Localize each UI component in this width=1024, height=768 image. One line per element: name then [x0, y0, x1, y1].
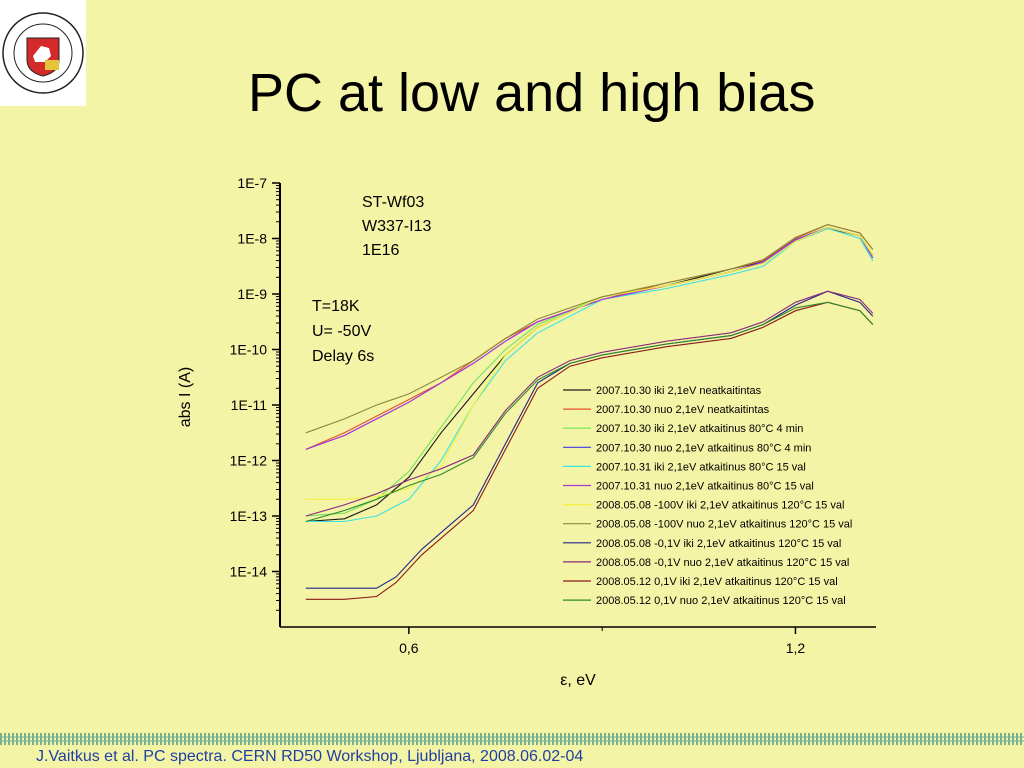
- series-line-7: [305, 226, 874, 500]
- footer-citation: J.Vaitkus et al. PC spectra. CERN RD50 W…: [36, 748, 584, 765]
- legend-label: 2007.10.30 nuo 2,1eV neatkaitintas: [596, 404, 770, 416]
- series-line-1: [305, 227, 874, 523]
- legend-label: 2007.10.30 nuo 2,1eV atkaitinus 80°C 4 m…: [596, 442, 811, 454]
- university-seal-icon: [2, 12, 84, 94]
- legend-label: 2008.05.08 -100V iki 2,1eV atkaitinus 12…: [596, 500, 844, 512]
- series-line-9: [305, 290, 874, 589]
- annotation-sample: ST-Wf03: [362, 194, 424, 211]
- legend-label: 2008.05.08 -100V nuo 2,1eV atkaitinus 12…: [596, 519, 852, 531]
- y-tick-label: 1E-8: [237, 231, 267, 247]
- series-line-4: [305, 226, 874, 450]
- legend: 2007.10.30 iki 2,1eV neatkaitintas 2007.1…: [563, 385, 852, 607]
- x-tick-label: 1,2: [786, 640, 806, 656]
- series-line-12: [305, 301, 874, 523]
- legend-label: 2008.05.08 -0,1V nuo 2,1eV atkaitinus 12…: [596, 557, 849, 569]
- legend-label: 2007.10.31 iki 2,1eV atkaitinus 80°C 15 …: [596, 461, 806, 473]
- labels-layer: 1E-7 1E-8 1E-9 1E-10 1E-11 1E-12 1E-13 1E-14 0,6…: [177, 175, 805, 689]
- series-line-10: [305, 290, 874, 517]
- y-tick-label: 1E-9: [237, 286, 267, 302]
- y-tick-label: 1E-11: [231, 397, 268, 413]
- annotation-conditions: T=18K: [312, 298, 360, 315]
- legend-label: 2008.05.08 -0,1V iki 2,1eV atkaitinus 12…: [596, 538, 841, 550]
- university-logo: [0, 0, 86, 106]
- slide-title: PC at low and high bias: [248, 63, 816, 123]
- series-line-5: [305, 227, 874, 523]
- series-line-6: [305, 226, 874, 450]
- legend-label: 2007.10.30 iki 2,1eV atkaitinus 80°C 4 m…: [596, 423, 803, 435]
- series-line-8: [305, 224, 874, 434]
- legend-label: 2007.10.30 iki 2,1eV neatkaitintas: [596, 385, 762, 397]
- y-tick-label: 1E-10: [230, 342, 268, 358]
- y-tick-label: 1E-13: [230, 508, 268, 524]
- legend-label: 2008.05.12 0,1V iki 2,1eV atkaitinus 120…: [596, 576, 838, 588]
- x-tick-label: 0,6: [399, 640, 419, 656]
- legend-label: 2008.05.12 0,1V nuo 2,1eV atkaitinus 120…: [596, 595, 846, 607]
- series-line-11: [305, 301, 874, 600]
- series-layer: [305, 224, 874, 600]
- y-axis-label: abs I (A): [177, 367, 194, 427]
- x-axis-label: ε, eV: [560, 672, 596, 689]
- axes-layer: [272, 182, 876, 634]
- annotation-sample: W337-I13: [362, 218, 431, 235]
- annotation-conditions: U= -50V: [312, 323, 371, 340]
- annotation-sample: 1E16: [362, 242, 399, 259]
- footer-border: [0, 733, 1024, 745]
- y-tick-label: 1E-7: [237, 175, 267, 191]
- y-tick-label: 1E-14: [230, 564, 268, 580]
- y-tick-label: 1E-12: [230, 453, 268, 469]
- legend-label: 2007.10.31 nuo 2,1eV atkaitinus 80°C 15 …: [596, 481, 814, 493]
- annotation-conditions: Delay 6s: [312, 348, 374, 365]
